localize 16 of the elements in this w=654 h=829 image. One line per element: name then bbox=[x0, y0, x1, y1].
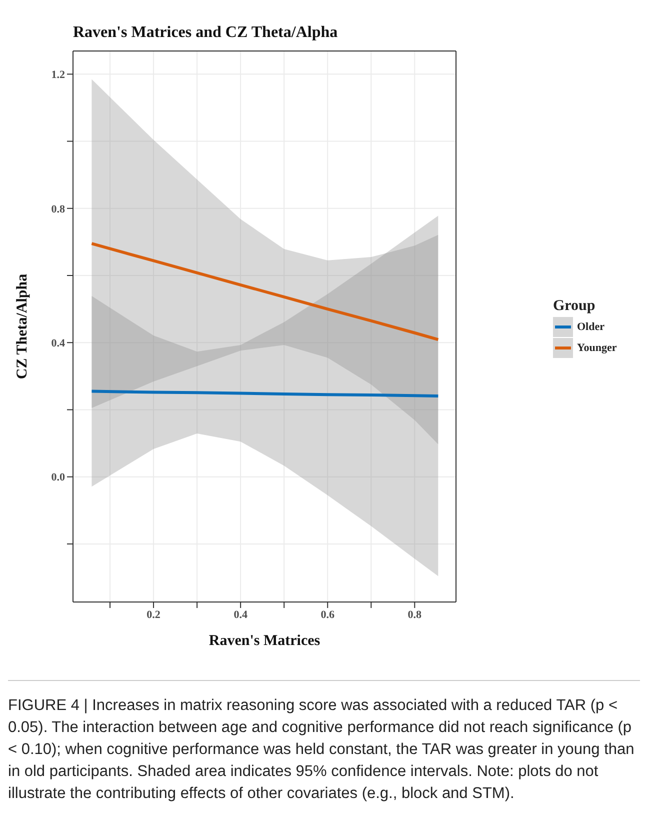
chart-title: Raven's Matrices and CZ Theta/Alpha bbox=[72, 23, 339, 43]
y-tick-label: 0.0 bbox=[51, 472, 66, 484]
y-tick-label: 0.4 bbox=[51, 338, 66, 350]
x-tick-label: 0.4 bbox=[234, 608, 248, 621]
caption: FIGURE 4 | Increases in matrix reasoning score was associated with a reduced TAR (p < 0.05). The interaction between age and cognitive performance did not reach significance (p < 0.10); when cognitive performance was held constant, the TAR was greater in young than in old participants. Shaded area indicates 95% confidence intervals. Note: plots do not illustrate the contributing effects of other covariates (e.g., block and STM). bbox=[8, 696, 636, 804]
x-tick-label: 0.6 bbox=[320, 608, 335, 621]
x-tick-label: 0.2 bbox=[146, 608, 161, 621]
legend-title: Group bbox=[553, 298, 596, 315]
x-axis-title: Raven's Matrices bbox=[208, 633, 320, 649]
line-series bbox=[90, 242, 440, 342]
legend-label: Older bbox=[577, 321, 604, 333]
x-tick-label: 0.8 bbox=[408, 608, 422, 621]
y-axis-title: CZ Theta/Alpha bbox=[14, 273, 30, 380]
y-tick-label: 1.2 bbox=[51, 69, 66, 82]
y-tick-label: 0.8 bbox=[51, 203, 66, 216]
legend-label: Younger bbox=[577, 342, 617, 354]
